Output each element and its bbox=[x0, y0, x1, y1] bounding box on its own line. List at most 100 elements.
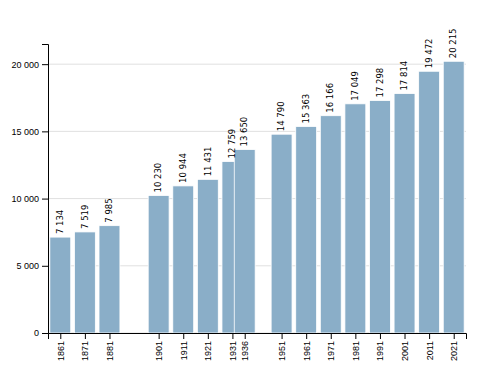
x-tick-mark bbox=[380, 333, 381, 339]
x-tick-mark bbox=[109, 333, 110, 339]
x-tick-label: 1951 bbox=[277, 341, 287, 361]
bar bbox=[394, 94, 415, 333]
y-tick: 20 000 bbox=[11, 60, 48, 70]
data-label: 10 230 bbox=[153, 163, 163, 193]
data-label: 19 472 bbox=[424, 39, 434, 69]
chart: 1861 1871 1881 1901 1911 1921 19311936 1951 1961… bbox=[0, 0, 480, 373]
data-label: 11 431 bbox=[203, 147, 213, 177]
x-tick: 1871 bbox=[80, 333, 90, 361]
x-tick-mark bbox=[159, 333, 160, 339]
data-label: 7 985 bbox=[104, 198, 114, 222]
x-tick-mark bbox=[85, 333, 86, 339]
data-label: 7 519 bbox=[80, 205, 90, 229]
x-tick-mark bbox=[405, 333, 406, 339]
bars bbox=[50, 61, 464, 333]
x-tick: 1961 bbox=[302, 333, 312, 361]
x-tick: 1921 bbox=[203, 333, 213, 361]
y-axis: 0 5 000 10 000 15 000 20 000 bbox=[11, 45, 48, 339]
x-tick: 1911 bbox=[179, 333, 189, 360]
data-label: 13 650 bbox=[239, 117, 249, 147]
x-tick-label: 1911 bbox=[179, 341, 189, 360]
x-tick-label: 1936 bbox=[240, 341, 250, 361]
bar bbox=[197, 179, 218, 333]
data-label: 16 166 bbox=[325, 83, 335, 113]
x-tick-label: 2021 bbox=[449, 341, 459, 361]
y-axis-line bbox=[42, 45, 49, 334]
plot: 1861 1871 1881 1901 1911 1921 19311936 1951 1961… bbox=[11, 29, 466, 362]
y-tick-label: 15 000 bbox=[11, 127, 39, 137]
x-tick: 1991 bbox=[375, 333, 385, 361]
x-tick-label: 2001 bbox=[400, 341, 410, 361]
x-tick-label: 1861 bbox=[56, 341, 66, 361]
x-tick-mark bbox=[232, 333, 233, 339]
data-labels: 7 1347 5197 98510 23010 94411 43112 7591… bbox=[55, 29, 458, 235]
bar bbox=[419, 71, 440, 333]
x-axis: 1861 1871 1881 1901 1911 1921 19311936 1951 1961… bbox=[49, 333, 467, 361]
x-tick: 1861 bbox=[56, 333, 66, 361]
x-tick: 1971 bbox=[326, 333, 336, 361]
y-tick: 15 000 bbox=[11, 127, 48, 137]
grid bbox=[48, 64, 466, 333]
x-tick: 2011 bbox=[424, 333, 434, 360]
bar bbox=[443, 61, 464, 333]
y-tick-label: 5 000 bbox=[16, 261, 39, 271]
data-label: 7 134 bbox=[55, 210, 65, 234]
bar bbox=[148, 195, 169, 333]
bar bbox=[320, 116, 341, 333]
x-tick: 1931 bbox=[228, 333, 238, 361]
x-tick-mark bbox=[208, 333, 209, 339]
x-tick-label: 1881 bbox=[105, 341, 115, 361]
x-tick-label: 2011 bbox=[424, 341, 434, 360]
x-tick-mark bbox=[245, 333, 246, 339]
data-label: 17 814 bbox=[399, 61, 409, 91]
y-tick-label: 0 bbox=[34, 328, 39, 338]
y-tick: 5 000 bbox=[16, 261, 48, 271]
bar bbox=[271, 134, 292, 333]
x-tick: 2021 bbox=[449, 333, 459, 361]
data-label: 17 049 bbox=[350, 71, 360, 101]
data-label: 20 215 bbox=[448, 29, 458, 59]
y-tick-label: 10 000 bbox=[11, 194, 39, 204]
x-tick-label: 1991 bbox=[375, 341, 385, 361]
bar bbox=[296, 126, 317, 333]
x-tick-mark bbox=[306, 333, 307, 339]
x-tick: 1951 bbox=[277, 333, 287, 361]
x-tick: 1901 bbox=[154, 333, 164, 361]
y-tick-label: 20 000 bbox=[11, 60, 39, 70]
x-tick-mark bbox=[331, 333, 332, 339]
x-tick-mark bbox=[282, 333, 283, 339]
y-tick-mark bbox=[42, 64, 48, 65]
x-tick-mark bbox=[60, 333, 61, 339]
bar bbox=[345, 104, 366, 333]
x-tick-mark bbox=[183, 333, 184, 339]
data-label: 12 759 bbox=[227, 129, 237, 159]
x-tick-label: 1921 bbox=[203, 341, 213, 361]
bar bbox=[99, 226, 120, 333]
x-tick-mark bbox=[429, 333, 430, 339]
data-label: 14 790 bbox=[276, 101, 286, 131]
x-tick-mark bbox=[454, 333, 455, 339]
x-tick-label: 1871 bbox=[80, 341, 90, 361]
x-tick: 2001 bbox=[400, 333, 410, 361]
bar bbox=[50, 237, 71, 333]
x-tick: 1881 bbox=[105, 333, 115, 361]
x-axis-line bbox=[49, 334, 467, 340]
y-tick-mark bbox=[42, 333, 48, 334]
y-tick-mark bbox=[42, 199, 48, 200]
data-label: 15 363 bbox=[301, 94, 311, 124]
x-tick-label: 1981 bbox=[351, 341, 361, 361]
y-tick: 0 bbox=[34, 328, 48, 338]
data-label: 17 298 bbox=[375, 68, 385, 98]
bar bbox=[173, 186, 194, 333]
y-tick-mark bbox=[42, 131, 48, 132]
x-tick: 1981 bbox=[351, 333, 361, 361]
bar bbox=[74, 232, 95, 333]
data-label: 10 944 bbox=[178, 153, 188, 183]
bar bbox=[234, 150, 255, 333]
x-tick-label: 1971 bbox=[326, 341, 336, 361]
x-tick-label: 1931 bbox=[228, 341, 238, 361]
x-tick-label: 1901 bbox=[154, 341, 164, 361]
y-tick-mark bbox=[42, 266, 48, 267]
x-tick-mark bbox=[355, 333, 356, 339]
x-tick-label: 1961 bbox=[302, 341, 312, 361]
